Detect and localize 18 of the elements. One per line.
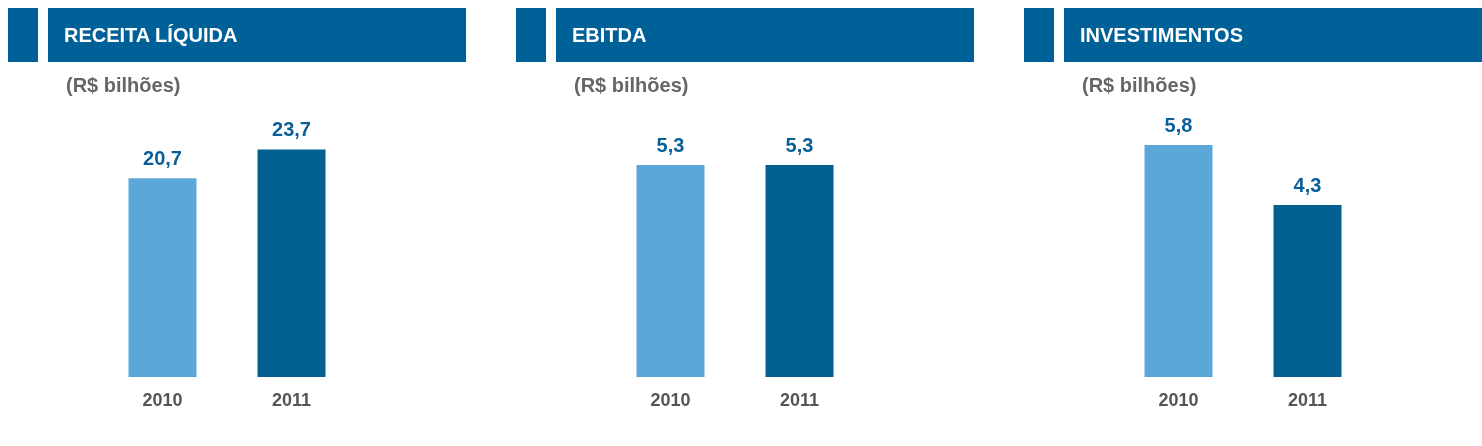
chart-subtitle: (R$ bilhões) <box>66 74 182 97</box>
chart-title: INVESTIMENTOS <box>1064 8 1482 62</box>
data-label: 4,3 <box>1293 174 1322 196</box>
data-label: 20,7 <box>143 147 182 170</box>
data-label: 5,3 <box>656 134 685 156</box>
chart-title: EBITDA <box>556 8 974 62</box>
x-tick-label: 2010 <box>142 390 183 410</box>
x-tick-label: 2011 <box>779 390 820 410</box>
data-label: 5,8 <box>1164 114 1193 136</box>
chart-title: RECEITA LÍQUIDA <box>48 8 466 62</box>
x-tick-label: 2010 <box>650 390 691 410</box>
chart-subtitle: (R$ bilhões) <box>1082 74 1198 97</box>
x-tick-label: 2011 <box>271 390 312 410</box>
data-label: 23,7 <box>272 118 311 141</box>
x-tick-label: 2010 <box>1158 390 1199 410</box>
chart-subtitle: (R$ bilhões) <box>574 74 690 97</box>
x-tick-label: 2011 <box>1287 390 1328 410</box>
data-label: 5,3 <box>785 134 814 156</box>
